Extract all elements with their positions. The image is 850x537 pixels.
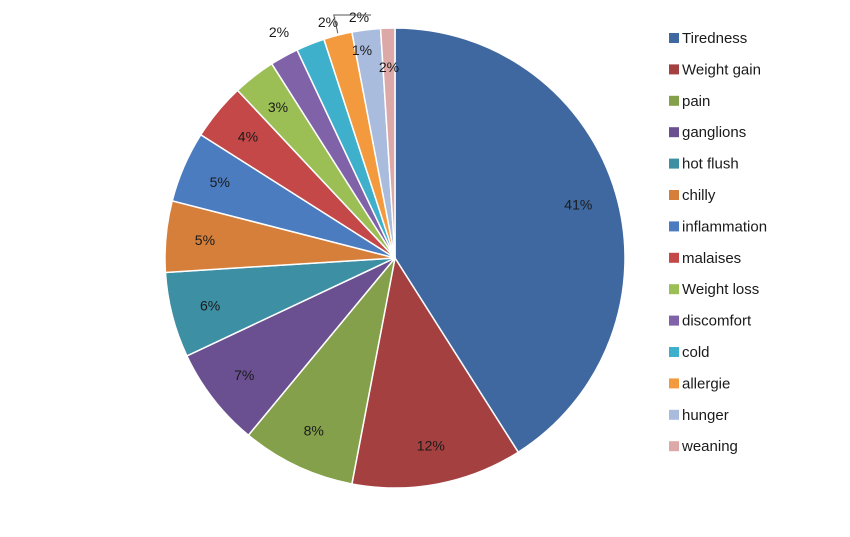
legend-label-malaises: malaises — [682, 250, 741, 267]
legend-label-ganglions: ganglions — [682, 124, 746, 141]
legend: Tiredness Weight gain pain ganglions hot flu… — [669, 30, 767, 455]
legend-swatch-allergie — [669, 378, 679, 389]
legend-label-hunger: hunger — [682, 407, 729, 424]
pie-slice-weight-gain — [351, 255, 520, 489]
legend-label-inflammation: inflammation — [682, 218, 767, 235]
legend-swatch-ganglions — [669, 127, 679, 138]
pie-slice-ganglions — [185, 257, 396, 437]
legend-swatch-cold — [669, 347, 679, 357]
legend-label-tiredness: Tiredness — [682, 30, 747, 47]
pie-slices — [164, 27, 626, 489]
slice-label-chilly: 5% — [195, 232, 215, 248]
legend-swatch-hot-flush — [669, 158, 679, 169]
legend-swatch-pain — [669, 95, 679, 106]
slice-label-weight-gain: 12% — [417, 438, 445, 454]
legend-swatch-weaning — [669, 441, 679, 452]
legend-swatch-chilly — [669, 190, 679, 200]
pie-slice-weaning — [379, 27, 396, 259]
slice-label-hot-flush: 6% — [200, 298, 220, 314]
slice-label-allergie: 2% — [349, 9, 369, 25]
slice-label-weaning: 2% — [379, 59, 399, 75]
legend-label-chilly: chilly — [682, 187, 716, 204]
slice-label-tiredness: 41% — [564, 197, 592, 213]
legend-label-discomfort: discomfort — [682, 313, 752, 330]
slice-label-weight-loss: 3% — [268, 99, 288, 115]
leader-line-allergie — [333, 14, 371, 34]
slice-label-discomfort: 2% — [269, 24, 289, 40]
legend-label-cold: cold — [682, 344, 710, 361]
legend-swatch-weight-gain — [669, 64, 679, 75]
slice-label-pain: 8% — [304, 423, 324, 439]
legend-swatch-weight-loss — [669, 284, 679, 295]
legend-label-hot-flush: hot flush — [682, 156, 739, 173]
legend-swatch-hunger — [669, 409, 679, 420]
legend-label-allergie: allergie — [682, 375, 730, 392]
slice-labels: 41% 12% 8% 7% 6% 5% 5% 4% 3% 2% 2% 2% 1% 2% — [195, 9, 593, 454]
slice-label-ganglions: 7% — [234, 367, 254, 383]
pie-slice-tiredness — [394, 27, 626, 454]
legend-swatch-tiredness — [669, 33, 679, 43]
legend-label-weight-gain: Weight gain — [682, 61, 761, 78]
slice-label-inflammation: 5% — [210, 174, 230, 190]
legend-label-pain: pain — [682, 93, 710, 110]
legend-label-weaning: weaning — [681, 438, 738, 455]
legend-swatch-discomfort — [669, 315, 679, 326]
legend-swatch-inflammation — [669, 221, 679, 232]
slice-label-malaises: 4% — [238, 128, 258, 144]
slice-label-cold: 2% — [318, 14, 338, 30]
pie-slice-pain — [247, 257, 396, 485]
legend-label-weight-loss: Weight loss — [682, 281, 759, 298]
slice-label-hunger: 1% — [352, 42, 372, 58]
legend-swatch-malaises — [669, 252, 679, 263]
